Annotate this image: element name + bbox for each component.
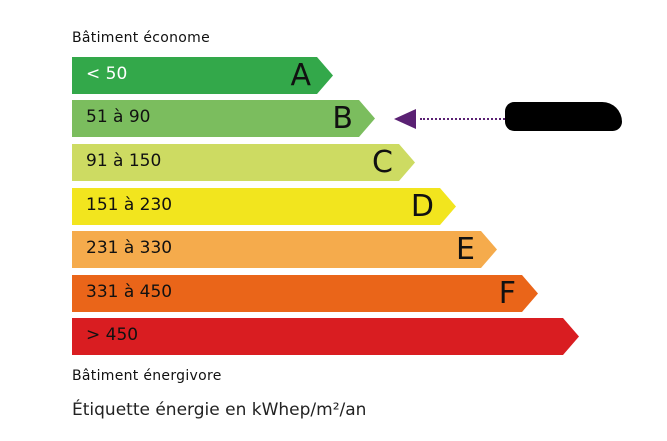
class-letter: F — [498, 276, 516, 311]
class-range: 51 à 90 — [86, 107, 151, 127]
bottom-label: Bâtiment énergivore — [72, 368, 222, 384]
class-letter: A — [290, 58, 311, 93]
class-letter: E — [456, 232, 475, 267]
energy-class-bar-c: 91 à 150 C — [72, 144, 415, 181]
class-range: 331 à 450 — [86, 282, 173, 302]
footer-caption: Étiquette énergie en kWhep/m²/an — [72, 400, 367, 420]
energy-class-bar-d: 151 à 230 D — [72, 188, 456, 225]
energy-class-bar-g: > 450 — [72, 318, 579, 355]
class-letter: C — [372, 145, 393, 180]
class-range: 231 à 330 — [86, 238, 173, 258]
class-range: 91 à 150 — [86, 151, 162, 171]
class-range: < 50 — [86, 64, 128, 84]
indicator-arrow-icon — [394, 109, 416, 129]
class-range: 151 à 230 — [86, 195, 173, 215]
class-range: > 450 — [86, 325, 139, 345]
top-label: Bâtiment économe — [72, 30, 210, 46]
energy-class-bar-a: < 50 A — [72, 57, 333, 94]
class-letter: D — [410, 189, 434, 224]
energy-class-bar-b: 51 à 90 B — [72, 100, 375, 137]
indicator-dotted-line — [420, 118, 505, 120]
redacted-value — [505, 102, 622, 131]
energy-class-bar-f: 331 à 450 F — [72, 275, 538, 312]
class-letter: B — [332, 101, 353, 136]
energy-class-bar-e: 231 à 330 E — [72, 231, 497, 268]
